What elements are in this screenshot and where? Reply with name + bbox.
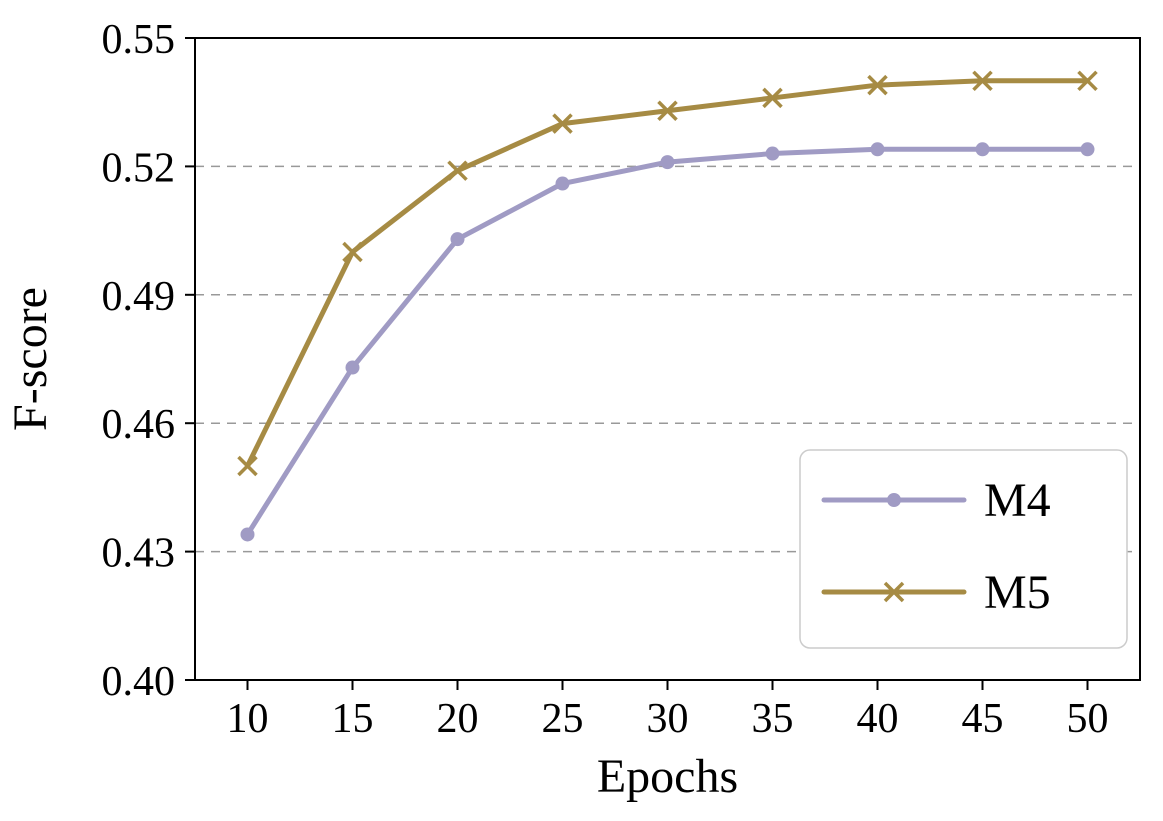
x-tick-label: 35 xyxy=(752,696,794,742)
m5-marker xyxy=(1077,70,1098,92)
m4-marker xyxy=(870,142,885,157)
m5-marker xyxy=(867,74,888,96)
legend-box xyxy=(799,449,1128,649)
legend-circle-marker xyxy=(887,493,901,507)
y-tick-label: 0.40 xyxy=(102,659,176,705)
m4-marker xyxy=(555,176,570,191)
legend-label-m4: M4 xyxy=(984,474,1051,527)
m4-marker xyxy=(450,232,465,247)
x-tick-label: 20 xyxy=(437,696,479,742)
x-tick-label: 25 xyxy=(542,696,584,742)
m4-marker xyxy=(240,527,255,542)
m4-marker xyxy=(765,146,780,161)
x-axis-label: Epochs xyxy=(597,750,738,803)
y-axis-label: F-score xyxy=(4,287,57,431)
x-tick-label: 45 xyxy=(962,696,1004,742)
m5-marker xyxy=(447,160,468,181)
m5-marker xyxy=(237,455,258,477)
y-tick-label: 0.43 xyxy=(102,531,176,577)
x-tick-label: 15 xyxy=(332,696,374,742)
m4-marker xyxy=(975,142,990,157)
y-tick-label: 0.49 xyxy=(102,274,176,320)
m5-marker xyxy=(657,100,678,121)
x-tick-label: 10 xyxy=(227,696,269,742)
m5-marker xyxy=(552,113,573,134)
m4-marker xyxy=(660,155,675,170)
m5-line xyxy=(245,78,1090,469)
m5-marker xyxy=(762,87,783,109)
x-tick-label: 30 xyxy=(647,696,689,742)
m5-marker xyxy=(342,241,363,263)
y-tick-label: 0.55 xyxy=(102,17,176,63)
x-tick-label: 40 xyxy=(857,696,899,742)
m5-marker xyxy=(972,70,993,92)
legend-x-marker xyxy=(883,581,905,603)
m4-marker xyxy=(1080,142,1095,157)
y-tick-label: 0.52 xyxy=(102,145,176,191)
y-tick-label: 0.46 xyxy=(102,402,176,448)
legend-label-m5: M5 xyxy=(984,566,1051,619)
m4-marker xyxy=(345,360,360,375)
x-tick-label: 50 xyxy=(1067,696,1109,742)
